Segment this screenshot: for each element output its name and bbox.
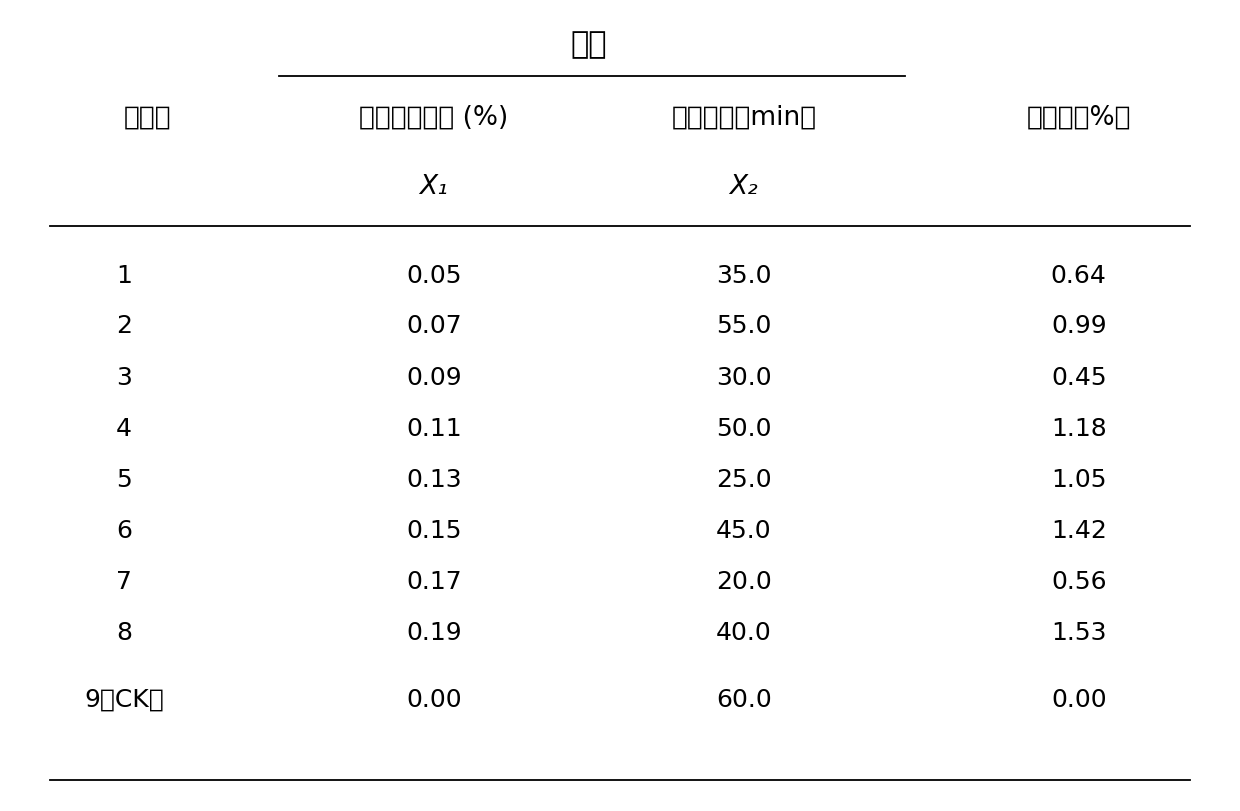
Text: 0.00: 0.00 bbox=[407, 687, 461, 711]
Text: 25.0: 25.0 bbox=[717, 467, 771, 491]
Text: 60.0: 60.0 bbox=[717, 687, 771, 711]
Text: 0.00: 0.00 bbox=[1052, 687, 1106, 711]
Text: 4: 4 bbox=[117, 416, 131, 440]
Text: 1.42: 1.42 bbox=[1050, 518, 1107, 543]
Text: 50.0: 50.0 bbox=[717, 416, 771, 440]
Text: 0.13: 0.13 bbox=[407, 467, 461, 491]
Text: 因素: 因素 bbox=[570, 30, 608, 59]
Text: 1.05: 1.05 bbox=[1052, 467, 1106, 491]
Text: 0.99: 0.99 bbox=[1052, 314, 1106, 338]
Text: 0.07: 0.07 bbox=[407, 314, 461, 338]
Text: 0.45: 0.45 bbox=[1052, 365, 1106, 389]
Text: 浸泡时间（min）: 浸泡时间（min） bbox=[671, 105, 817, 131]
Text: 8: 8 bbox=[117, 620, 131, 645]
Text: 7: 7 bbox=[117, 569, 131, 594]
Text: X₂: X₂ bbox=[729, 174, 759, 200]
Text: 20.0: 20.0 bbox=[717, 569, 771, 594]
Text: 3: 3 bbox=[117, 365, 131, 389]
Text: 处理号: 处理号 bbox=[124, 105, 171, 131]
Text: 30.0: 30.0 bbox=[717, 365, 771, 389]
Text: 2: 2 bbox=[117, 314, 131, 338]
Text: 0.64: 0.64 bbox=[1050, 264, 1107, 288]
Text: 55.0: 55.0 bbox=[717, 314, 771, 338]
Text: 0.09: 0.09 bbox=[407, 365, 461, 389]
Text: 45.0: 45.0 bbox=[717, 518, 771, 543]
Text: 0.19: 0.19 bbox=[407, 620, 461, 645]
Text: 0.56: 0.56 bbox=[1052, 569, 1106, 594]
Text: 甲基磺酸乙酯 (%): 甲基磺酸乙酯 (%) bbox=[360, 105, 508, 131]
Text: 40.0: 40.0 bbox=[717, 620, 771, 645]
Text: 0.17: 0.17 bbox=[407, 569, 461, 594]
Text: 突变率（%）: 突变率（%） bbox=[1027, 105, 1131, 131]
Text: 1: 1 bbox=[117, 264, 131, 288]
Text: 1.53: 1.53 bbox=[1052, 620, 1106, 645]
Text: X₁: X₁ bbox=[419, 174, 449, 200]
Text: 9（CK）: 9（CK） bbox=[84, 687, 164, 711]
Text: 1.18: 1.18 bbox=[1052, 416, 1106, 440]
Text: 6: 6 bbox=[117, 518, 131, 543]
Text: 0.05: 0.05 bbox=[407, 264, 461, 288]
Text: 5: 5 bbox=[117, 467, 131, 491]
Text: 0.15: 0.15 bbox=[407, 518, 461, 543]
Text: 0.11: 0.11 bbox=[407, 416, 461, 440]
Text: 35.0: 35.0 bbox=[717, 264, 771, 288]
